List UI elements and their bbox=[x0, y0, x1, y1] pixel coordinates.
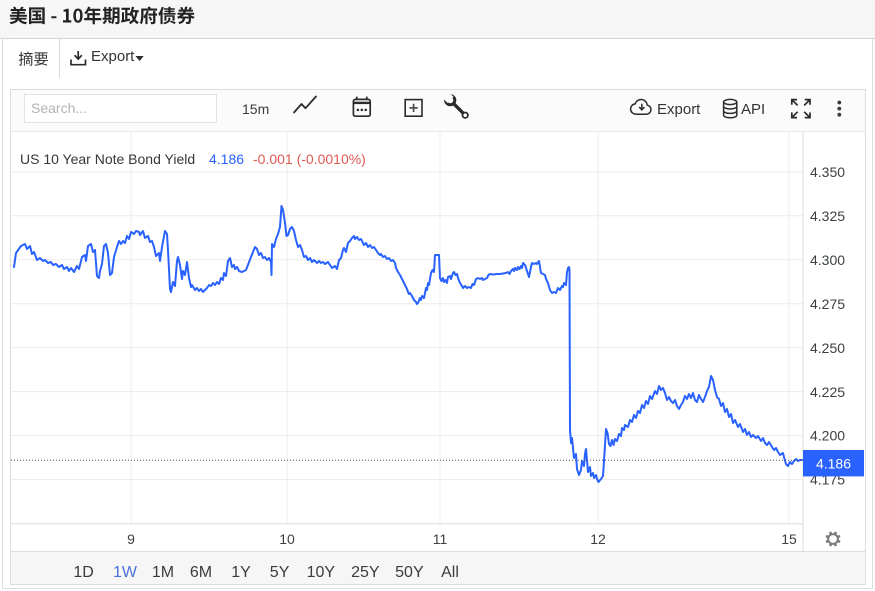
svg-text:4.300: 4.300 bbox=[810, 252, 845, 268]
svg-text:4.186: 4.186 bbox=[209, 151, 244, 167]
svg-text:12: 12 bbox=[590, 531, 606, 547]
svg-text:4.350: 4.350 bbox=[810, 164, 845, 180]
svg-text:4.275: 4.275 bbox=[810, 296, 845, 312]
svg-text:11: 11 bbox=[433, 531, 448, 547]
svg-text:US 10 Year Note Bond Yield: US 10 Year Note Bond Yield bbox=[20, 151, 195, 167]
svg-text:4.250: 4.250 bbox=[810, 340, 845, 356]
svg-text:4.225: 4.225 bbox=[810, 384, 845, 400]
svg-text:15: 15 bbox=[781, 531, 797, 547]
svg-text:-0.001 (-0.0010%): -0.001 (-0.0010%) bbox=[253, 151, 366, 167]
svg-text:10: 10 bbox=[279, 531, 295, 547]
svg-text:9: 9 bbox=[127, 531, 135, 547]
svg-text:4.186: 4.186 bbox=[816, 455, 851, 471]
svg-text:4.200: 4.200 bbox=[810, 428, 845, 444]
svg-text:4.325: 4.325 bbox=[810, 208, 845, 224]
